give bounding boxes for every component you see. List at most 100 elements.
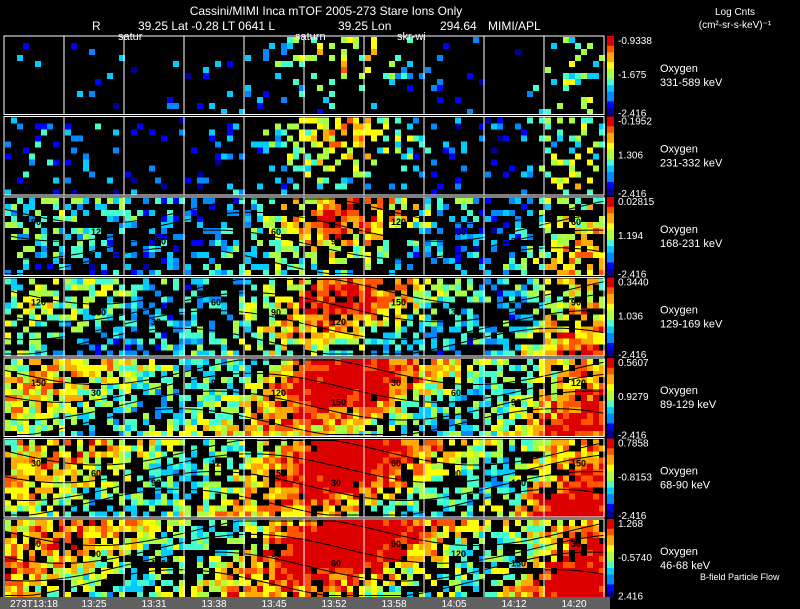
heatmap-cell [443,544,449,550]
heatmap-cell [167,481,173,488]
heatmap-cell [533,296,539,303]
heatmap-cell [545,278,551,285]
contour-value-label: 150 [151,236,166,246]
heatmap-cell [11,580,17,586]
heatmap-cell [305,389,311,395]
heatmap-cell [101,395,107,401]
heatmap-cell [287,499,293,506]
heatmap-cell [317,457,323,464]
heatmap-cell [455,592,461,598]
heatmap-cell [551,326,557,333]
heatmap-cell [179,451,185,458]
heatmap-cell [41,562,47,568]
heatmap-cell [389,499,395,506]
heatmap-cell [551,592,557,598]
heatmap-cell [227,135,233,142]
heatmap-cell [587,344,593,351]
heatmap-cell [287,222,293,228]
target-label-3: skr-wi [397,31,426,43]
heatmap-cell [71,216,77,222]
heatmap-cell [341,222,347,228]
heatmap-cell [599,278,605,285]
heatmap-cell [371,451,377,458]
heatmap-cell [239,109,245,115]
heatmap-cell [557,475,563,482]
heatmap-cell [29,481,35,488]
heatmap-cell [389,204,395,210]
heatmap-cell [455,97,461,103]
heatmap-cell [233,240,239,246]
heatmap-cell [389,532,395,538]
heatmap-cell [77,439,83,446]
heatmap-cell [59,431,65,437]
heatmap-cell [359,413,365,419]
heatmap-cell [353,451,359,458]
heatmap-cell [5,586,11,592]
heatmap-cell [107,296,113,303]
heatmap-cell [395,413,401,419]
heatmap-cell [575,240,581,246]
heatmap-cell [485,451,491,458]
heatmap-cell [17,55,23,61]
heatmap-cell [395,264,401,270]
heatmap-cell [347,332,353,339]
heatmap-cell [347,419,353,425]
heatmap-cell [215,419,221,425]
heatmap-cell [455,252,461,258]
heatmap-cell [473,413,479,419]
heatmap-cell [185,419,191,425]
heatmap-cell [461,520,467,526]
heatmap-cell [293,532,299,538]
heatmap-cell [545,365,551,371]
heatmap-cell [407,359,413,365]
heatmap-cell [515,463,521,470]
heatmap-cell [431,320,437,327]
heatmap-cell [341,338,347,345]
heatmap-cell [563,264,569,270]
heatmap-cell [419,550,425,556]
heatmap-cell [41,520,47,526]
heatmap-cell [323,359,329,365]
colorbar-segment [607,548,614,553]
heatmap-cell [521,395,527,401]
heatmap-cell [149,574,155,580]
heatmap-cell [107,520,113,526]
heatmap-cell [221,550,227,556]
heatmap-cell [371,296,377,303]
heatmap-cell [41,481,47,488]
heatmap-cell [413,117,419,124]
heatmap-cell [41,246,47,252]
heatmap-cell [161,338,167,345]
heatmap-cell [269,505,275,512]
heatmap-cell [119,592,125,598]
heatmap-cell [491,568,497,574]
heatmap-cell [107,592,113,598]
heatmap-cell [533,419,539,425]
heatmap-cell [467,278,473,285]
heatmap-cell [77,278,83,285]
heatmap-cell [329,586,335,592]
heatmap-cell [587,568,593,574]
heatmap-cell [521,326,527,333]
heatmap-cell [461,320,467,327]
heatmap-cell [341,240,347,246]
heatmap-cell [281,592,287,598]
heatmap-cell [29,520,35,526]
heatmap-cell [305,592,311,598]
heatmap-cell [281,445,287,452]
heatmap-cell [449,284,455,291]
heatmap-cell [323,580,329,586]
heatmap-cell [173,419,179,425]
heatmap-cell [461,463,467,470]
heatmap-cell [497,389,503,395]
heatmap-cell [539,320,545,327]
heatmap-cell [365,526,371,532]
heatmap-cell [323,395,329,401]
heatmap-cell [587,445,593,452]
heatmap-cell [245,586,251,592]
heatmap-cell [185,264,191,270]
heatmap-cell [599,562,605,568]
heatmap-cell [311,395,317,401]
heatmap-cell [215,153,221,160]
heatmap-cell [101,487,107,494]
